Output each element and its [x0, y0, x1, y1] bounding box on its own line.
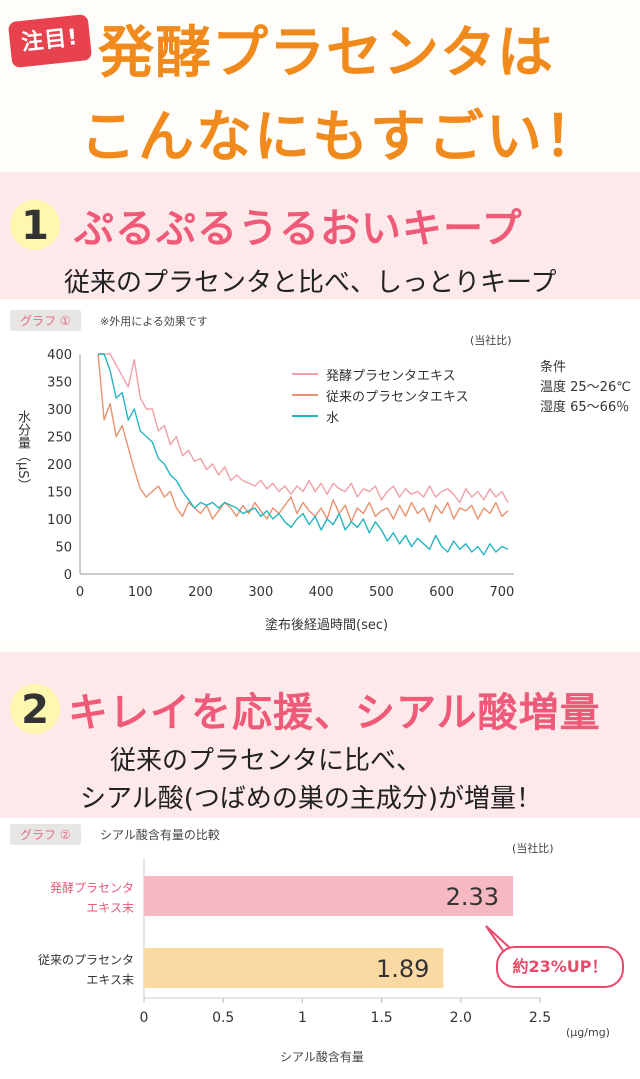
chart2-xtick-2.5: 2.5 [529, 1010, 551, 1026]
chart2-svg: 0 0.5 1 1.5 2.0 2.5 2.33 1.89 [140, 858, 551, 1026]
legend-swatch-fermented [292, 373, 318, 375]
chart1-svg: 0 50 100 150 200 250 300 350 400 0 100 200 300 400 500… [47, 348, 515, 600]
chart2-source-note: (当社比) [512, 842, 554, 855]
headline-line2: こんなにもすごい！ [80, 105, 602, 170]
section2-banner [0, 652, 640, 818]
chart2-tag: グラフ ② [10, 824, 81, 845]
bar-label-conventional-line2: エキス末 [86, 973, 134, 987]
increase-callout: 約23%UP！ [496, 946, 624, 988]
chart1-ytick-400: 400 [47, 348, 72, 363]
bar-label-fermented-line2: エキス末 [86, 901, 134, 915]
chart1-xtick-200: 200 [188, 585, 213, 600]
chart2-xlabel: シアル酸含有量 [280, 1050, 364, 1064]
chart1-xtick-600: 600 [429, 585, 454, 600]
chart1-xtick-500: 500 [369, 585, 394, 600]
chart2-value-label-0: 2.33 [446, 883, 499, 911]
attention-badge: 注目! [7, 13, 93, 69]
section1-title: ぷるぷるうるおいキープ [74, 206, 523, 252]
legend-label-fermented: 発酵プラセンタエキス [326, 369, 456, 384]
chart2-unit: (μg/mg) [566, 1026, 610, 1039]
chart1-ytick-150: 150 [47, 486, 72, 501]
chart1-xtick-700: 700 [490, 585, 515, 600]
chart1-ytick-50: 50 [55, 541, 72, 556]
section1-banner [0, 172, 640, 299]
chart2-xtick-2.0: 2.0 [450, 1010, 472, 1026]
chart1-legend: 発酵プラセンタエキス 従来のプラセンタエキス 水 [282, 362, 492, 430]
chart1-xtick-0: 0 [76, 585, 84, 600]
chart1-ytick-200: 200 [47, 458, 72, 473]
chart1-tag: グラフ ① [10, 310, 81, 331]
chart1-xlabel: 塗布後経過時間(sec) [265, 618, 389, 633]
bar-label-fermented-line1: 発酵プラセンタ [49, 881, 134, 895]
chart1-series-line-0 [98, 353, 509, 504]
chart2-bar-0 [144, 876, 514, 916]
chart1-series-line-2 [98, 353, 509, 556]
chart1-note: ※外用による効果です [100, 315, 208, 328]
chart1-panel [0, 300, 640, 640]
chart1-ytick-100: 100 [47, 513, 72, 528]
chart1-series-line-1 [97, 353, 509, 523]
chart1-ytick-0: 0 [64, 568, 72, 583]
chart2-xtick-0: 0 [140, 1010, 149, 1026]
chart2-bar-1 [144, 948, 444, 988]
legend-label-conventional: 従来のプラセンタエキス [326, 390, 469, 405]
bar-label-conventional-line1: 従来のプラセンタ [37, 953, 134, 967]
chart1-source-note: (当社比) [470, 334, 512, 347]
chart1-conditions: 条件 温度 25～26℃ 湿度 65～66％ [540, 358, 631, 418]
header [0, 0, 640, 172]
section1-subtitle: 従来のプラセンタと比べ、しっとりキープ [64, 268, 557, 298]
section1-number: 1 [10, 200, 60, 250]
section2-number: 2 [10, 684, 60, 734]
chart2-xtick-1: 1 [298, 1010, 307, 1026]
section2-subtitle-line2: シアル酸(つばめの巣の主成分)が増量！ [80, 784, 543, 814]
legend-label-water: 水 [326, 411, 340, 426]
chart1-ytick-350: 350 [47, 376, 72, 391]
conditions-humidity: 湿度 65～66％ [540, 400, 630, 415]
chart1-ytick-300: 300 [47, 403, 72, 418]
chart2-note: シアル酸含有量の比較 [100, 828, 220, 842]
chart1-ytick-250: 250 [47, 431, 72, 446]
chart1-xtick-300: 300 [248, 585, 273, 600]
chart1-xtick-100: 100 [128, 585, 153, 600]
conditions-heading: 条件 [540, 360, 567, 375]
chart2-value-label-1: 1.89 [376, 955, 429, 983]
section2-subtitle-line1: 従来のプラセンタに比べ、 [110, 746, 423, 776]
bar-label-fermented: 発酵プラセンタ エキス末 [10, 878, 134, 918]
chart1-ylabel: 水分量（μS） [15, 410, 30, 492]
conditions-temperature: 温度 25～26℃ [540, 380, 631, 395]
legend-swatch-conventional [292, 394, 318, 396]
chart2-xtick-0.5: 0.5 [212, 1010, 234, 1026]
headline-line1: 発酵プラセンタは [98, 21, 554, 86]
legend-swatch-water [292, 415, 318, 417]
bar-label-conventional: 従来のプラセンタ エキス末 [6, 950, 134, 990]
chart2-xtick-1.5: 1.5 [370, 1010, 392, 1026]
chart1-xtick-400: 400 [309, 585, 334, 600]
section2-title: キレイを応援、シアル酸増量 [68, 690, 601, 736]
